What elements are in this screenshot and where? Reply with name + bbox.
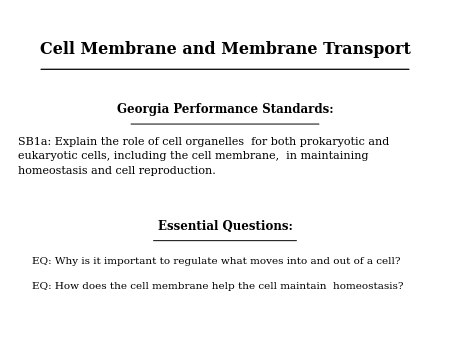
Text: Essential Questions:: Essential Questions: xyxy=(158,220,292,233)
Text: EQ: Why is it important to regulate what moves into and out of a cell?: EQ: Why is it important to regulate what… xyxy=(32,257,400,266)
Text: Cell Membrane and Membrane Transport: Cell Membrane and Membrane Transport xyxy=(40,41,410,57)
Text: SB1a: Explain the role of cell organelles  for both prokaryotic and
eukaryotic c: SB1a: Explain the role of cell organelle… xyxy=(18,137,389,176)
Text: Georgia Performance Standards:: Georgia Performance Standards: xyxy=(117,103,333,116)
Text: EQ: How does the cell membrane help the cell maintain  homeostasis?: EQ: How does the cell membrane help the … xyxy=(32,282,403,291)
